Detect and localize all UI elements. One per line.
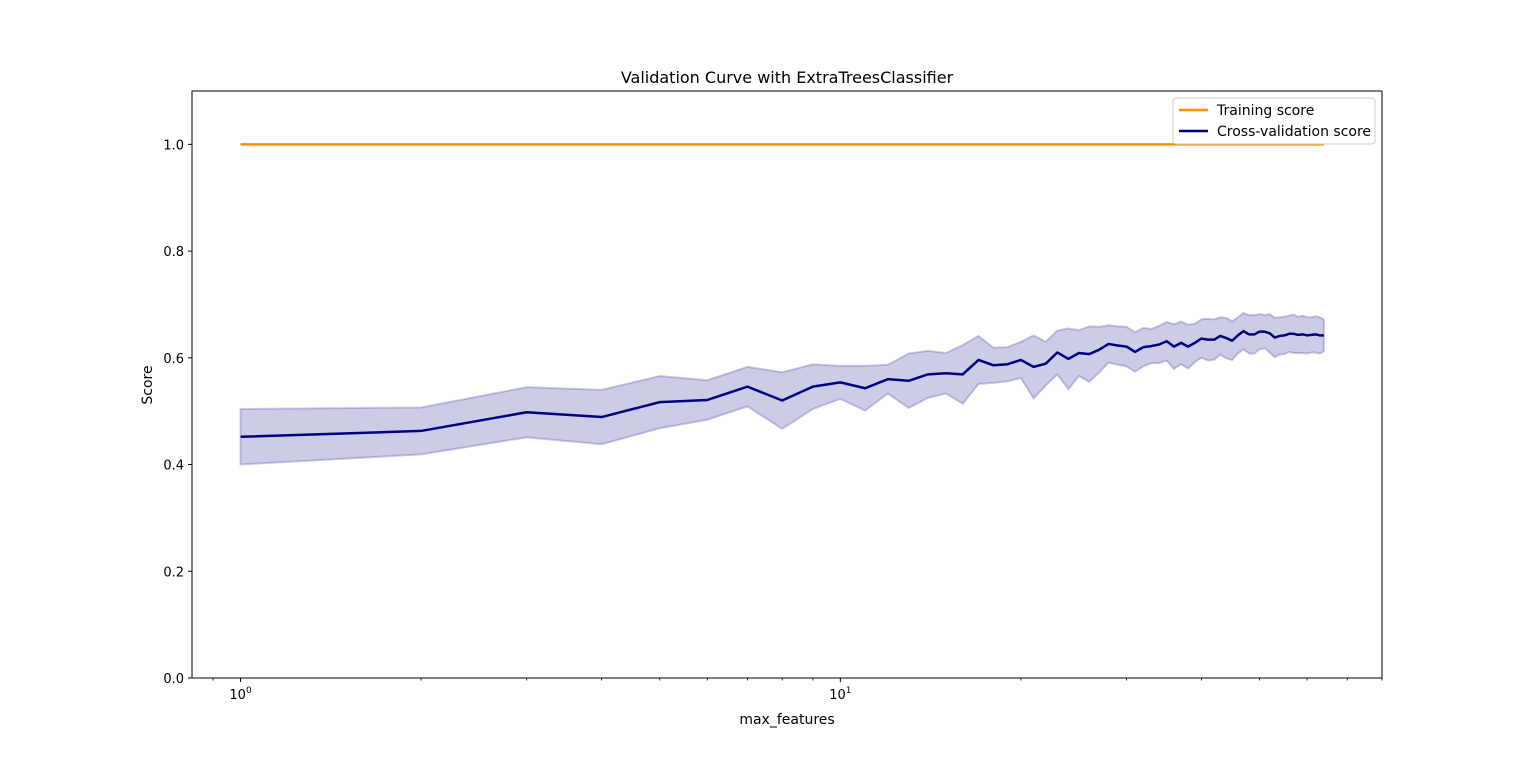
y-tick-label: 0.2 bbox=[163, 565, 184, 580]
legend-box bbox=[1172, 97, 1376, 145]
legend-label-cross-validation-score: Cross-validation score bbox=[1217, 124, 1371, 140]
legend-label-training-score: Training score bbox=[1216, 103, 1314, 119]
y-tick-label: 0.6 bbox=[163, 352, 184, 367]
plot-frame bbox=[191, 90, 1383, 679]
y-axis-label: Score bbox=[140, 365, 156, 404]
x-axis-label: max_features bbox=[739, 712, 834, 728]
y-tick-label: 0.8 bbox=[163, 245, 184, 260]
cross-validation-score-line bbox=[240, 329, 1324, 439]
chart-title: Validation Curve with ExtraTreesClassifi… bbox=[621, 68, 954, 87]
y-tick-label: 1.0 bbox=[163, 138, 184, 153]
y-tick-label: 0.4 bbox=[163, 459, 184, 474]
cross-validation-score-std-band bbox=[239, 311, 1325, 466]
legend: Training score Cross-validation score bbox=[1172, 97, 1376, 145]
y-tick-label: 0.0 bbox=[163, 672, 184, 687]
